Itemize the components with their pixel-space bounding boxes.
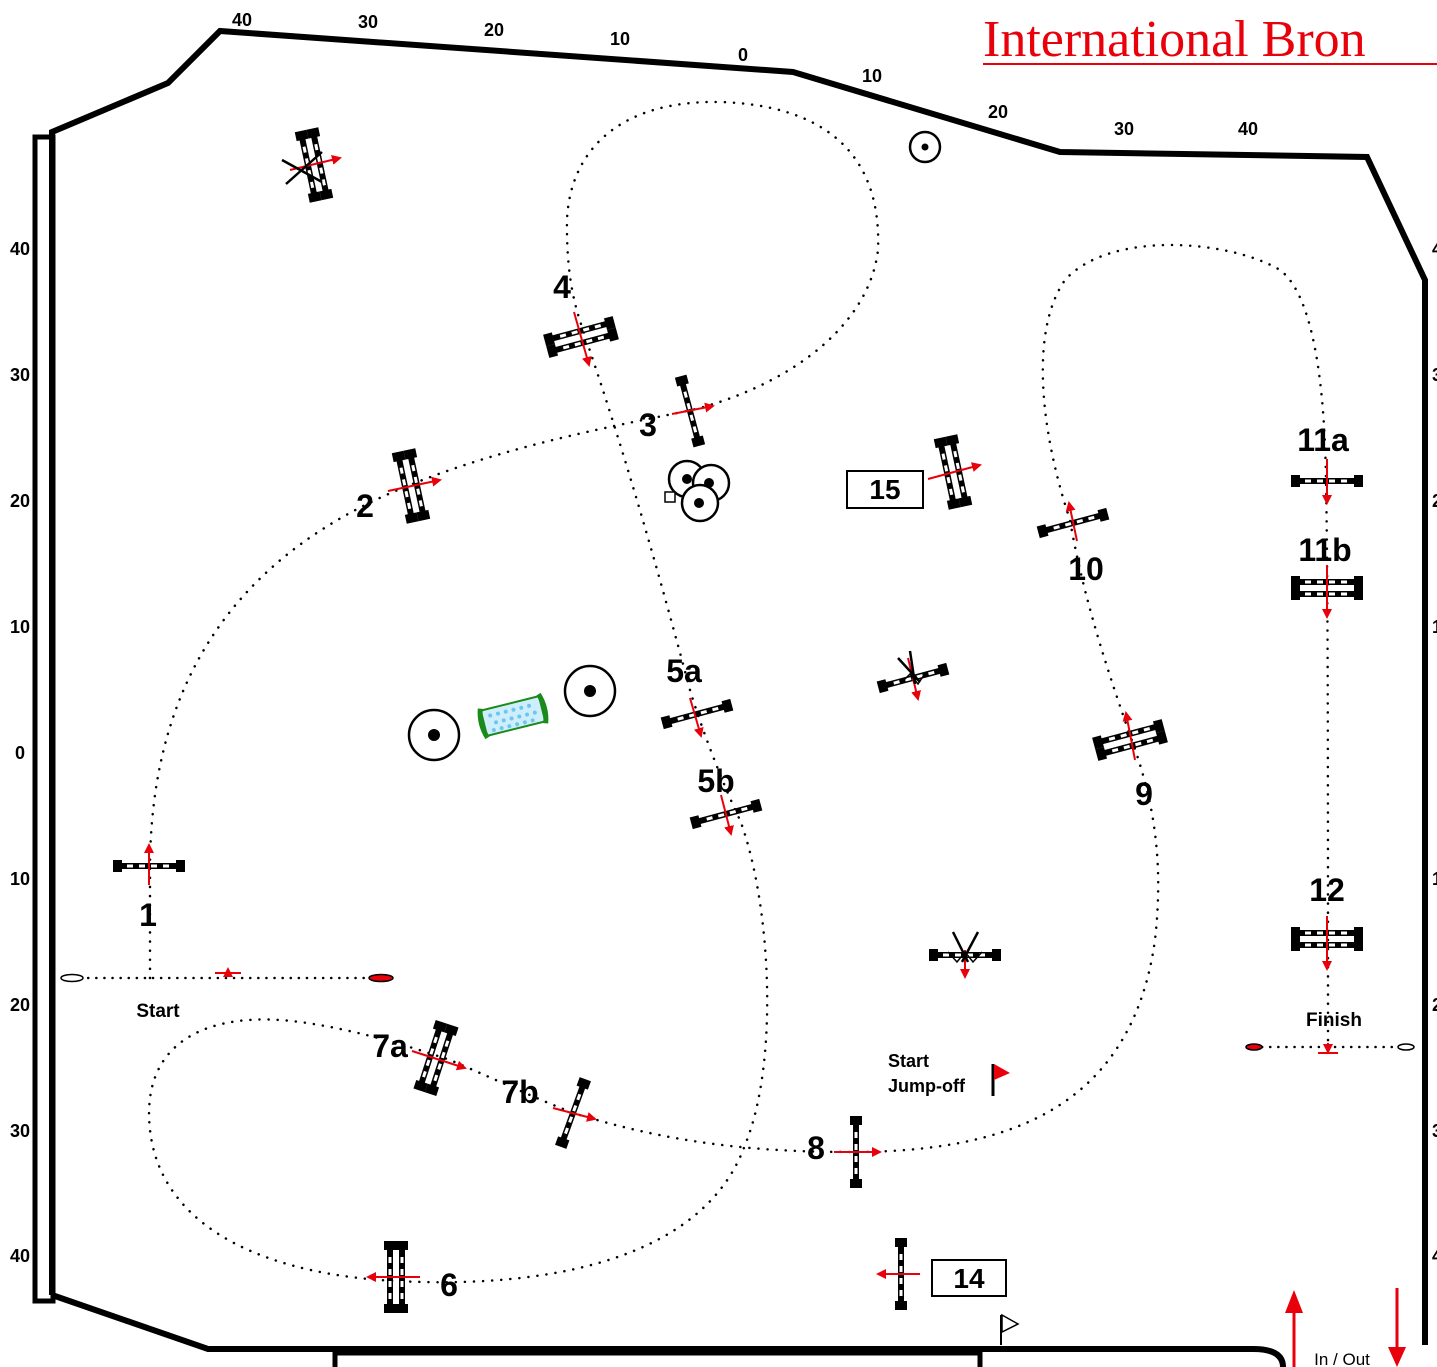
obstacle-number: 5b	[697, 763, 734, 799]
tree-icon	[908, 130, 942, 164]
in-out-label: In / Out	[1314, 1350, 1370, 1367]
svg-text:4: 4	[1432, 239, 1437, 259]
svg-text:Jump-off: Jump-off	[888, 1076, 966, 1096]
obstacle-4: 4	[543, 269, 619, 367]
obstacle-number: 3	[639, 407, 657, 443]
obstacle-number: 12	[1309, 872, 1345, 908]
out-arrow-icon	[1388, 1288, 1406, 1367]
obstacle-number: 5a	[666, 653, 702, 689]
obstacle-number: 14	[953, 1263, 985, 1294]
obstacle-number: 11b	[1298, 532, 1351, 568]
decoration-icon	[664, 459, 731, 523]
ruler-label: 40	[1238, 119, 1258, 139]
obstacle-number: 7a	[372, 1028, 408, 1064]
ruler-label: 10	[862, 66, 882, 86]
obstacle-number: 8	[807, 1130, 825, 1166]
obstacle-1: 1	[113, 843, 185, 933]
ruler-label: 0	[738, 45, 748, 65]
ruler-label: 40	[10, 239, 30, 259]
obstacle-2: 2	[356, 448, 442, 524]
obstacle-number: 9	[1135, 776, 1153, 812]
obstacle-number: 7b	[501, 1074, 538, 1110]
ruler-label: 20	[484, 20, 504, 40]
svg-text:Start: Start	[888, 1051, 929, 1071]
jumpoff-start: Start Jump-off	[888, 1051, 1010, 1096]
svg-text:2: 2	[1432, 491, 1437, 511]
flag-icon	[1000, 1313, 1020, 1345]
obstacle-12: 12	[1291, 872, 1363, 971]
extra-fence-middle	[876, 650, 950, 701]
obstacle-6: 6	[366, 1241, 458, 1313]
ruler-label: 10	[10, 617, 30, 637]
arena-outline	[32, 27, 1428, 1367]
obstacle-number: 11a	[1297, 422, 1349, 458]
ruler-label: 30	[10, 365, 30, 385]
water-tray	[477, 692, 549, 740]
tree-icon	[563, 664, 617, 718]
ruler-label: 40	[10, 1246, 30, 1266]
course-track	[147, 100, 1330, 1284]
title: International Bron	[983, 11, 1437, 68]
flag-icon	[991, 1064, 1010, 1096]
obstacle-5a: 5a	[660, 653, 734, 738]
in-out-gate: In / Out	[1285, 1288, 1406, 1367]
svg-text:3: 3	[1432, 1121, 1437, 1141]
obstacle-7b: 7b	[501, 1074, 597, 1149]
ruler-label: 10	[610, 29, 630, 49]
ruler-label: 0	[15, 743, 25, 763]
left-ruler: 40 30 20 10 0 10 20 30 40	[10, 239, 30, 1266]
obstacle-7a: 7a	[372, 1020, 467, 1096]
ruler-label: 30	[358, 12, 378, 32]
finish-line: Finish	[1245, 1010, 1415, 1054]
ruler-label: 20	[10, 491, 30, 511]
extra-fence-lower	[929, 931, 1001, 979]
extra-fence-top-left	[281, 127, 342, 202]
obstacle-8: 8	[807, 1116, 882, 1188]
obstacle-number: 1	[139, 897, 157, 933]
ruler-label: 40	[232, 10, 252, 30]
svg-text:2: 2	[1432, 995, 1437, 1015]
obstacle-number: 6	[440, 1267, 458, 1303]
obstacle-number: 4	[553, 269, 571, 305]
obstacle-9: 9	[1092, 711, 1168, 812]
ruler-label: 30	[10, 1121, 30, 1141]
finish-label: Finish	[1306, 1010, 1362, 1031]
obstacle-11a: 11a	[1291, 422, 1363, 505]
right-ruler-partial: 4 3 2 1 1 2 3 4	[1432, 239, 1437, 1266]
ruler-label: 20	[10, 995, 30, 1015]
svg-text:1: 1	[1432, 869, 1437, 889]
svg-text:1: 1	[1432, 617, 1437, 637]
obstacle-number: 2	[356, 488, 374, 524]
obstacle-14: 14	[876, 1238, 1007, 1310]
ruler-label: 30	[1114, 119, 1134, 139]
in-arrow-icon	[1285, 1290, 1303, 1367]
obstacle-number: 10	[1068, 551, 1104, 587]
obstacle-3: 3	[639, 374, 715, 448]
obstacle-5b: 5b	[689, 763, 763, 836]
svg-text:3: 3	[1432, 365, 1437, 385]
start-line: Start	[60, 967, 394, 1022]
obstacle-11b: 11b	[1291, 532, 1363, 619]
top-ruler: 40 30 20 10 0 10 20 30 40	[232, 10, 1258, 139]
obstacle-10: 10	[1036, 501, 1110, 587]
tree-icon	[407, 708, 461, 762]
ruler-label: 10	[10, 869, 30, 889]
start-label: Start	[136, 1001, 180, 1022]
svg-text:International Bron: International Bron	[983, 11, 1366, 68]
obstacle-15: 15	[846, 434, 982, 509]
ruler-label: 20	[988, 102, 1008, 122]
obstacle-number: 15	[869, 474, 900, 505]
svg-text:4: 4	[1432, 1246, 1437, 1266]
